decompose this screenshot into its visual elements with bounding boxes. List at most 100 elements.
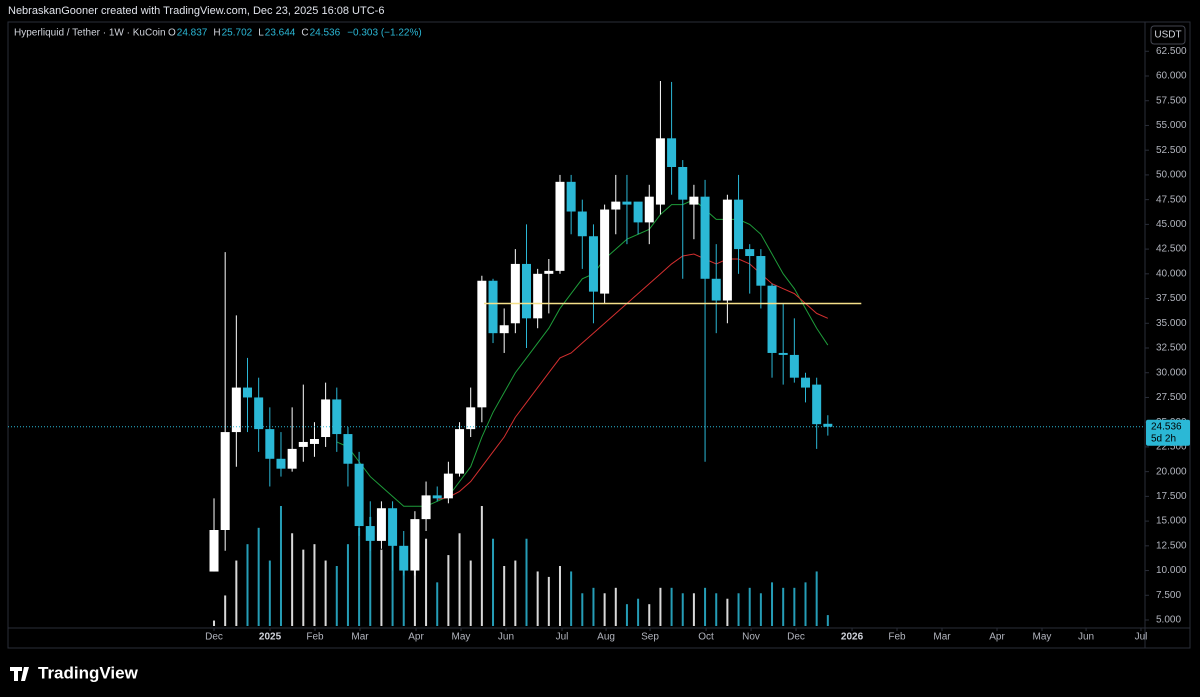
candle-body [421,495,431,520]
y-tick-label: 52.500 [1156,145,1187,156]
legend-value: 24.536 [310,28,341,39]
candle-body [265,429,275,459]
logo: TradingView [10,663,139,682]
volume-bar [335,566,338,626]
y-tick-label: 50.000 [1156,170,1187,181]
candle-body [555,181,565,271]
x-tick-label: Apr [989,632,1005,643]
y-tick-label: 20.000 [1156,466,1187,477]
candle-body [734,199,744,250]
x-tick-label: May [1033,632,1052,643]
legend-key: O [168,28,176,39]
logo-icon [10,667,29,681]
volume-bar [681,593,684,626]
candle-body [510,263,520,324]
candle-body [499,325,509,334]
candle-body [254,397,264,430]
x-tick-label: Mar [933,632,951,643]
y-tick-label: 22.500 [1156,442,1187,453]
volume-bar [224,595,227,626]
volume-bar [358,527,361,626]
legend-key: L [258,28,264,39]
title: Hyperliquid / Tether · 1W · KuCoin [14,28,166,39]
x-tick-label: Feb [888,632,906,643]
candle-body [667,138,677,168]
candle-body [298,441,308,447]
volume-bar [547,576,550,626]
candle-body [466,407,476,430]
y-tick-label: 27.500 [1156,392,1187,403]
x-tick-label: 2025 [259,632,282,643]
candle-body [365,526,375,541]
y-tick-label: 10.000 [1156,565,1187,576]
candle-body [801,377,811,388]
volume-bar [637,598,640,626]
candle-body [388,508,398,546]
volume-bar [369,516,372,626]
volume-bar [715,593,718,626]
candle-body [343,434,353,464]
volume-bar [815,571,818,626]
volume-bar [402,566,405,626]
y-tick-label: 35.000 [1156,318,1187,329]
y-tick-label: 32.500 [1156,343,1187,354]
candle-body [588,236,598,292]
x-tick-label: Apr [408,632,424,643]
candle-body [812,384,822,425]
volume-bar [614,587,617,626]
candle-body [622,201,632,205]
legend-value: 24.837 [177,28,208,39]
ohlc-legend: O 24.837 H 25.702 L 23.644 C 24.536 −0.303 (−1.2… [168,28,422,39]
y-tick-label: 60.000 [1156,71,1187,82]
volume-bar [447,555,450,626]
candle-body [276,458,286,469]
x-tick-label: Aug [597,632,615,643]
candle-body [722,199,732,301]
volume-bar [793,587,796,626]
x-tick-label: Dec [205,632,223,643]
volume-bar [782,587,785,626]
x-tick-label: Nov [742,632,760,643]
volume-bar [648,604,651,626]
x-tick-label: Dec [787,632,805,643]
currency: USDT [1154,30,1181,41]
y-tick-label: 55.000 [1156,120,1187,131]
x-tick-label: Jun [498,632,514,643]
candle-body [711,278,721,301]
last-price-label: 24.536 [1151,421,1182,432]
volume-bar [514,560,517,626]
volume-bar [525,538,528,626]
candle-body [376,508,386,541]
volume-bar [279,506,282,626]
candle-body [689,196,699,205]
y-tick-label: 17.500 [1156,491,1187,502]
x-tick-label: Oct [698,632,714,643]
candle-body [220,432,230,531]
y-tick-label: 15.000 [1156,516,1187,527]
y-tick-label: 30.000 [1156,367,1187,378]
volume-bar [268,560,271,626]
candle-body [566,181,576,212]
candle-body [332,399,342,435]
volume-bar [213,620,216,626]
volume-bar [257,527,260,626]
currency-box[interactable] [1150,25,1186,45]
candle-body [745,249,755,257]
y-tick-label: 45.000 [1156,219,1187,230]
y-tick-label: 47.500 [1156,194,1187,205]
volume-bar [346,544,349,626]
volume-bar [748,587,751,626]
volume-bar [759,593,762,626]
x-tick-label: May [452,632,471,643]
x-tick-label: Feb [306,632,324,643]
candle-body [522,263,532,319]
y-tick-label: 5.000 [1156,615,1181,626]
candle-body [611,201,621,210]
volume-bar [726,598,729,626]
volume-bar [625,604,628,626]
volume-bar [704,587,707,626]
candle-body [778,352,788,355]
candle-body [354,463,364,527]
moving-average [336,199,829,507]
